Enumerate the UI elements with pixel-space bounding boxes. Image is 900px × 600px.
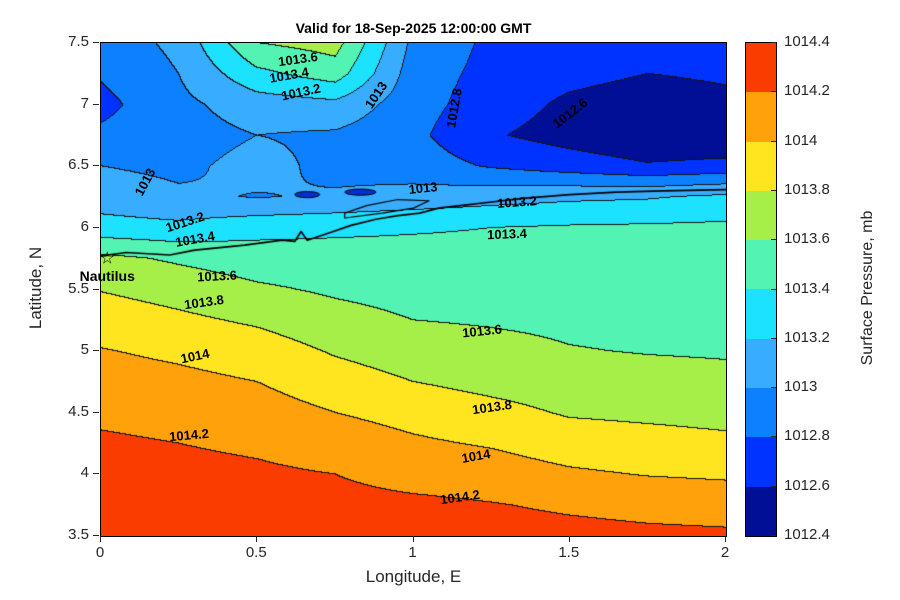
x-tick-mark xyxy=(568,536,570,542)
colorbar-tick-label: 1013 xyxy=(784,378,818,396)
colorbar-axis-label: Surface Pressure, mb xyxy=(859,210,876,366)
colorbar-band xyxy=(746,92,776,142)
colorbar-tick-label: 1014.4 xyxy=(784,33,830,50)
colorbar-band xyxy=(746,289,776,339)
x-axis-label: Longitude, E xyxy=(365,567,462,586)
colorbar-tick-mark xyxy=(771,436,776,438)
y-tick-label: 5 xyxy=(80,341,89,359)
y-tick-label: 6.5 xyxy=(68,156,89,174)
y-tick-mark xyxy=(93,103,99,105)
y-tick-mark xyxy=(93,535,99,536)
colorbar-tick-mark xyxy=(771,239,776,241)
y-tick-mark xyxy=(93,411,99,413)
colorbar-tick-label: 1013.6 xyxy=(784,230,830,248)
y-tick-label: 5.5 xyxy=(68,279,89,297)
colorbar-tick-mark xyxy=(771,485,776,487)
x-tick-mark xyxy=(725,536,726,542)
contour-plot-area: 1013.6 1013.4 1013.2 1013 1012.8 1012.6 1013 10… xyxy=(80,42,727,537)
colorbar-tick-mark xyxy=(771,140,776,142)
colorbar xyxy=(745,42,777,537)
colorbar-band xyxy=(746,43,776,93)
x-tick-label: 1.5 xyxy=(558,544,580,561)
colorbar-band xyxy=(746,190,776,241)
colorbar-tick-label: 1014 xyxy=(784,131,818,149)
colorbar-tick-label: 1014.2 xyxy=(784,82,830,100)
colorbar-band xyxy=(746,338,776,389)
y-tick-mark xyxy=(93,226,99,228)
colorbar-tick-mark xyxy=(771,535,776,536)
x-tick-mark xyxy=(256,536,258,542)
colorbar-tick-label: 1012.4 xyxy=(784,526,830,543)
y-tick-label: 6 xyxy=(80,217,89,235)
y-tick-mark xyxy=(93,42,99,43)
colorbar-tick-mark xyxy=(771,189,776,191)
colorbar-band xyxy=(746,437,776,487)
colorbar-tick-label: 1013.8 xyxy=(784,180,830,198)
colorbar-tick-label: 1013.4 xyxy=(784,279,830,297)
colorbar-band xyxy=(746,388,776,438)
colorbar-tick-mark xyxy=(771,42,776,43)
colorbar-band xyxy=(746,141,776,191)
colorbar-tick-label: 1012.6 xyxy=(784,476,830,494)
colorbar-tick-mark xyxy=(771,91,776,93)
x-tick-mark xyxy=(100,536,101,542)
x-tick-label: 1 xyxy=(408,544,417,561)
colorbar-tick-label: 1012.8 xyxy=(784,427,830,445)
y-tick-label: 7 xyxy=(80,94,89,112)
y-tick-label: 3.5 xyxy=(68,526,89,543)
y-tick-mark xyxy=(93,288,99,290)
colorbar-tick-mark xyxy=(771,337,776,339)
x-tick-mark xyxy=(412,536,414,542)
x-tick-label: 0 xyxy=(95,544,105,561)
y-tick-mark xyxy=(93,473,99,475)
colorbar-band xyxy=(746,240,776,290)
x-tick-label: 2 xyxy=(720,544,730,561)
colorbar-tick-mark xyxy=(771,288,776,290)
y-tick-mark xyxy=(93,350,99,352)
y-tick-label: 7.5 xyxy=(68,33,89,50)
y-tick-label: 4.5 xyxy=(68,402,89,420)
figure-title: Valid for 18-Sep-2025 12:00:00 GMT xyxy=(295,20,532,36)
contour-field-canvas xyxy=(101,43,726,536)
y-tick-label: 4 xyxy=(80,464,89,482)
x-tick-label: 0.5 xyxy=(245,544,267,561)
colorbar-tick-mark xyxy=(771,387,776,389)
colorbar-band xyxy=(746,486,776,536)
colorbar-tick-label: 1013.2 xyxy=(784,328,830,346)
y-tick-mark xyxy=(93,165,99,167)
